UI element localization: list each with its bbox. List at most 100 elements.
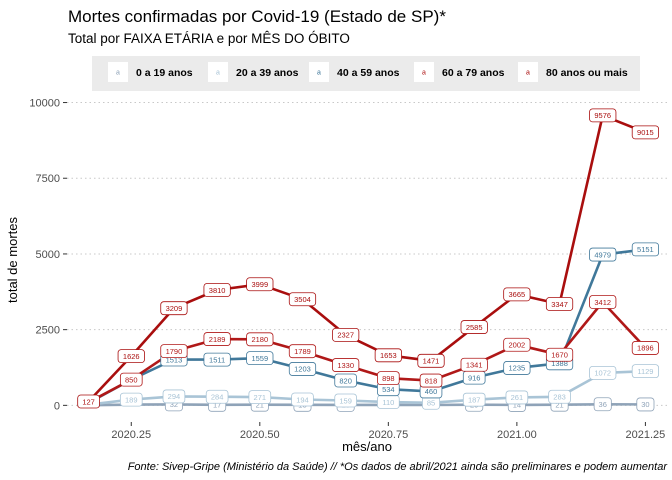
data-label-box	[334, 393, 357, 408]
data-label-box	[291, 392, 314, 407]
data-label-box	[503, 287, 531, 302]
data-label: 36	[593, 397, 612, 412]
data-label: 283	[548, 389, 571, 404]
data-label: 1896	[631, 341, 660, 355]
data-label-text: 1471	[423, 357, 440, 366]
legend-item: a 20 a 39 anos	[208, 62, 299, 82]
data-label-text: 1330	[337, 361, 354, 370]
data-label-text: 3810	[209, 286, 226, 295]
data-label-text: 127	[82, 397, 95, 406]
data-label-box	[631, 364, 660, 379]
data-label-text: 1896	[637, 344, 654, 353]
data-label: 1653	[374, 348, 402, 363]
data-label: 2585	[460, 320, 488, 334]
data-label-box	[246, 277, 274, 292]
data-label-box	[160, 344, 188, 359]
legend: a 0 a 19 anos a 20 a 39 anos a 40 a 59 anos a 6…	[92, 56, 640, 91]
data-label-text: 1626	[123, 352, 140, 361]
legend-item: a 40 a 59 anos	[309, 62, 400, 82]
data-labels: 3217211816201421363018929428427119415911…	[77, 108, 660, 412]
data-label-box	[545, 297, 574, 311]
data-label-box	[119, 392, 143, 407]
data-label-text: 189	[125, 395, 138, 404]
data-label-box	[162, 389, 186, 404]
data-label-text: 284	[211, 393, 224, 402]
data-label-text: 271	[254, 393, 267, 402]
data-label-box	[505, 390, 529, 405]
data-label-text: 30	[641, 400, 649, 409]
data-label: 1559	[246, 351, 274, 366]
y-axis: 0 2500 5000 7500 10000	[29, 98, 67, 412]
legend-item: a 80 anos ou mais	[518, 62, 628, 82]
data-label-box	[589, 295, 617, 309]
data-label-box	[248, 390, 272, 405]
data-label-box	[203, 283, 231, 297]
data-label-text: 3665	[509, 290, 526, 299]
data-label-box	[631, 125, 660, 140]
data-label-text: 1670	[551, 351, 568, 360]
data-label-box	[631, 341, 660, 355]
data-label: 1330	[332, 358, 360, 372]
data-label: 187	[462, 392, 486, 407]
data-label-box	[119, 372, 143, 387]
data-label: 1511	[203, 352, 231, 367]
data-label: 9015	[631, 125, 660, 140]
data-label-text: 2327	[337, 331, 354, 340]
data-label-box	[460, 357, 488, 372]
data-label: 2189	[203, 332, 231, 346]
data-label-box	[636, 397, 655, 412]
data-label: 5151	[631, 242, 660, 257]
data-label: 3999	[246, 277, 274, 292]
data-label-text: 1129	[637, 367, 653, 376]
data-label-box	[160, 301, 188, 316]
data-label-text: 14	[513, 401, 521, 410]
data-label-text: 159	[339, 396, 352, 405]
data-label-box	[462, 392, 486, 407]
data-label-text: 1789	[294, 347, 311, 356]
data-label-text: 1388	[551, 359, 568, 368]
data-label: 3347	[545, 297, 574, 311]
data-label-box	[332, 327, 360, 342]
data-label-box	[377, 371, 400, 386]
data-label-box	[593, 397, 612, 412]
data-label-text: 187	[468, 395, 481, 404]
legend-key-glyph: a	[317, 70, 321, 77]
legend-key-glyph: a	[422, 70, 426, 77]
data-label-text: 17	[213, 401, 221, 410]
data-label: 294	[162, 389, 186, 404]
data-label: 3209	[160, 301, 188, 316]
data-label: 3412	[589, 295, 617, 309]
data-label: 4979	[589, 247, 617, 262]
data-label: 1789	[288, 344, 317, 359]
data-label-text: 261	[511, 393, 524, 402]
data-label-box	[460, 320, 488, 334]
data-label-box	[503, 337, 531, 352]
data-label-text: 3412	[594, 298, 611, 307]
data-label-box	[374, 348, 402, 363]
data-label: 261	[505, 390, 529, 405]
data-label-text: 36	[599, 400, 607, 409]
y-tick-label: 0	[54, 400, 60, 412]
data-label-text: 5151	[637, 245, 654, 254]
data-label: 1129	[631, 364, 660, 379]
data-label: 3665	[503, 287, 531, 302]
data-label-text: 194	[296, 395, 309, 404]
legend-background	[92, 56, 640, 91]
data-label-box	[419, 373, 443, 388]
data-label: 1471	[417, 353, 445, 368]
x-tick-label: 2021.25	[626, 429, 666, 441]
legend-label: 40 a 59 anos	[337, 67, 400, 79]
data-label: 284	[205, 389, 229, 404]
data-label-text: 283	[553, 393, 566, 402]
x-tick-label: 2020.75	[368, 429, 408, 441]
chart-subtitle: Total por FAIXA ETÁRIA e por MÊS DO ÓBIT…	[68, 31, 350, 46]
data-label: 1790	[160, 344, 188, 359]
data-label: 127	[77, 394, 100, 409]
data-label-text: 898	[382, 374, 395, 383]
data-label-text: 2180	[251, 335, 268, 344]
data-label-text: 4979	[594, 250, 611, 259]
y-tick-label: 5000	[36, 249, 60, 261]
data-label-box	[589, 247, 617, 262]
data-label-box	[548, 389, 571, 404]
